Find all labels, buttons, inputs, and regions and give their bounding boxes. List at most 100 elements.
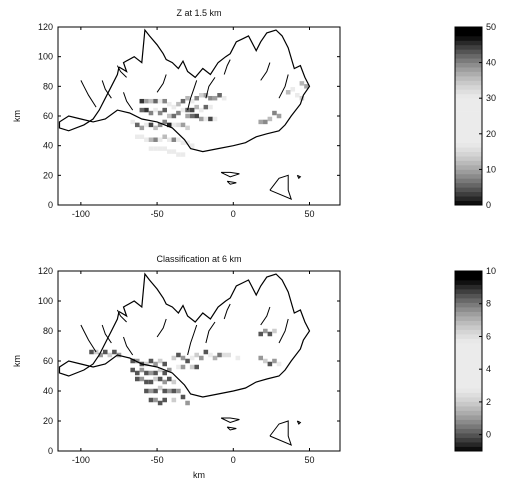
colorbar-tick-label: 2 [486,397,491,407]
data-cell [176,364,181,370]
data-cell [226,352,232,358]
data-cell [171,388,177,394]
colorbar-band [455,424,482,429]
data-cell [157,400,163,406]
data-cells [58,272,311,446]
colorbar-band [455,356,482,362]
coastline [58,272,311,398]
data-cell [162,146,167,151]
data-cell [139,98,145,104]
data-cell [203,93,209,98]
data-cell [153,397,158,403]
fjord-line [101,324,112,344]
colorbar-band [455,151,482,157]
data-cell [189,355,195,361]
colorbar-band [455,111,482,117]
chart-panel-1: -100 -50 0 50 0 20 40 60 80 100 120 Z at 1.5 km km 0 1… [12,8,496,219]
chart-panel-2: -100 -50 0 50020406080100120Classification … [12,254,496,480]
colorbar-band [455,433,482,438]
colorbar-band [455,446,482,452]
x-axis-label: km [193,470,205,480]
data-cell [166,376,172,382]
colorbar-band [455,343,482,348]
data-cell [144,107,149,113]
colorbar-band [455,75,482,81]
colorbar-band [455,442,482,447]
data-cell [107,352,113,358]
data-cell [171,149,177,154]
data-cell [189,143,195,148]
colorbar-band [455,62,482,68]
colorbar-band [455,401,482,407]
colorbar-tick-label: 10 [486,164,496,174]
colorbar-band [455,392,482,398]
colorbar-tick-label: 20 [486,129,496,139]
data-cell [212,116,218,122]
y-tick-label: 60 [43,111,53,121]
data-cell [134,122,140,128]
data-cell [157,385,163,391]
colorbar-band [455,329,482,335]
data-cell [267,116,273,122]
colorbar-band [455,147,482,152]
colorbar-band [455,71,482,77]
y-tick-label: 60 [43,356,53,366]
data-cell [171,104,177,110]
data-cell [171,137,177,142]
data-cell [166,122,172,128]
data-cell [112,349,117,355]
x-tick-label: -50 [151,455,164,465]
data-cell [166,137,172,142]
data-cell [157,137,163,142]
data-cell [194,95,199,101]
colorbar-band [455,200,482,206]
data-cell [153,146,158,151]
colorbar-band [455,187,482,193]
x-tick-label: -50 [151,209,164,219]
island-outline [296,420,302,425]
data-cell [148,122,154,128]
fjord-line [123,92,134,111]
colorbar-band [455,410,482,416]
colorbar-band [455,298,482,303]
data-cell [144,98,149,104]
colorbar-band [455,67,482,72]
colorbar-tick-label: 40 [486,58,496,68]
colorbar-tick-label: 10 [486,266,496,276]
data-cell [98,352,103,358]
y-tick-label: 100 [38,296,53,306]
colorbar-band [455,138,482,144]
data-cell [176,152,181,157]
data-cell [263,328,268,334]
x-tick-label: -100 [72,209,90,219]
colorbar-band [455,116,482,121]
colorbar-band [455,379,482,384]
data-cell [194,113,199,119]
data-cell [263,119,268,125]
colorbar-band [455,374,482,380]
data-cell [134,370,140,376]
y-tick-label: 100 [38,52,53,62]
x-tick-label: 0 [231,455,236,465]
chart-title: Classification at 6 km [156,254,241,264]
data-cell [162,98,167,104]
colorbar-band [455,84,482,90]
data-cell [180,394,186,400]
y-tick-label: 20 [43,416,53,426]
data-cell [221,95,227,101]
colorbar-band [455,415,482,420]
colorbar-frame [454,270,483,452]
y-axis-label: km [12,355,22,367]
data-cell [217,352,222,358]
colorbar: 0 2 4 6 8 10 [454,266,496,452]
fjord-line [205,321,216,344]
colorbar-band [455,352,482,357]
data-cell [185,140,190,145]
colorbar-band [455,27,482,32]
data-cell [203,349,209,355]
colorbar-tick-label: 0 [486,430,491,440]
data-cell [162,134,167,139]
y-tick-label: 40 [43,386,53,396]
data-cell [148,379,154,385]
y-tick-label: 0 [48,446,53,456]
